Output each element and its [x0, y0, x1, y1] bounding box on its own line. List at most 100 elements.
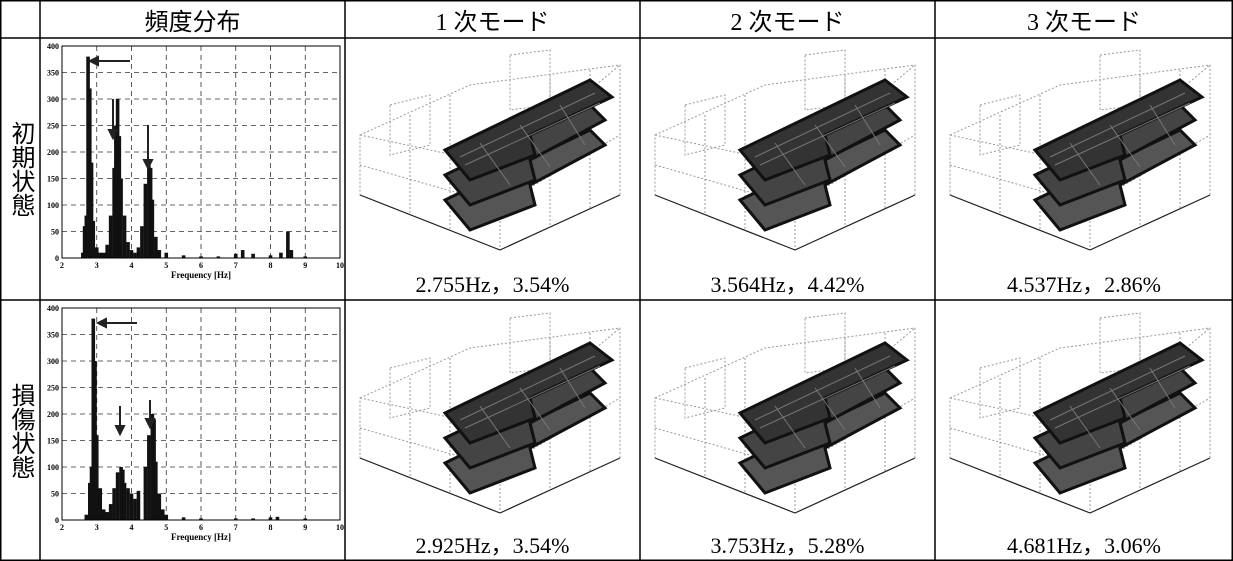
bar — [112, 488, 116, 520]
y-tick-label: 0 — [55, 254, 59, 263]
bar — [98, 253, 102, 258]
y-tick-label: 150 — [47, 437, 59, 446]
y-tick-label: 100 — [47, 463, 59, 472]
mode-caption: 4.537Hz，2.86% — [935, 268, 1233, 298]
bar — [119, 179, 123, 259]
mode-caption: 3.753Hz，5.28% — [640, 529, 935, 559]
y-tick-label: 100 — [47, 201, 59, 210]
bar — [109, 216, 113, 258]
y-tick-label: 400 — [47, 42, 59, 51]
y-tick-label: 200 — [47, 410, 59, 419]
x-tick-label: 7 — [234, 261, 238, 270]
header-cell: 3 次モード — [935, 0, 1233, 38]
y-tick-label: 50 — [51, 228, 59, 237]
bar — [133, 253, 137, 258]
y-tick-label: 150 — [47, 175, 59, 184]
x-tick-label: 8 — [269, 523, 273, 532]
x-tick-label: 2 — [60, 523, 64, 532]
bar — [98, 488, 102, 520]
bar — [105, 245, 109, 258]
x-tick-label: 4 — [130, 523, 134, 532]
mode-shape — [950, 313, 1210, 513]
mode-shape — [655, 313, 915, 513]
bar — [85, 515, 89, 520]
y-tick-label: 350 — [47, 69, 59, 78]
bar — [123, 483, 127, 520]
mode-caption: 3.564Hz，4.42% — [640, 268, 935, 298]
x-tick-label: 9 — [303, 261, 307, 270]
bar — [140, 226, 144, 258]
bar — [95, 247, 99, 258]
y-tick-label: 250 — [47, 122, 59, 131]
y-tick-label: 50 — [51, 490, 59, 499]
bar — [151, 200, 155, 258]
mode-caption: 2.925Hz，3.54% — [345, 529, 640, 559]
x-tick-label: 9 — [303, 523, 307, 532]
bar — [154, 462, 158, 520]
figure-table: 0501001502002503003504002345678910Freque… — [0, 0, 1233, 561]
mode-caption: 4.681Hz，3.06% — [935, 529, 1233, 559]
x-axis-label: Frequency [Hz] — [171, 532, 231, 542]
x-axis-label: Frequency [Hz] — [171, 270, 231, 280]
y-tick-label: 400 — [47, 304, 59, 313]
bar — [158, 250, 162, 258]
bar — [147, 435, 151, 520]
bar — [91, 221, 95, 258]
bar — [137, 491, 141, 520]
y-tick-label: 200 — [47, 148, 59, 157]
x-tick-label: 2 — [60, 261, 64, 270]
mode-shape — [360, 313, 620, 513]
bar — [123, 216, 127, 258]
x-tick-label: 3 — [95, 523, 99, 532]
bar — [290, 250, 294, 258]
mode-shape — [360, 50, 620, 250]
bar — [102, 509, 106, 520]
bar — [137, 247, 141, 258]
bar — [164, 515, 168, 520]
mode-caption: 2.755Hz，3.54% — [345, 268, 640, 298]
bar — [105, 512, 109, 520]
mode-shape — [950, 50, 1210, 250]
row-label: 初期状態 — [0, 38, 40, 300]
bar — [144, 184, 148, 258]
bar — [279, 253, 283, 258]
bar — [130, 250, 134, 258]
bar — [133, 499, 137, 520]
bar — [95, 435, 99, 520]
y-tick-label: 350 — [47, 331, 59, 340]
bar — [144, 467, 148, 520]
header-cell: 1 次モード — [345, 0, 640, 38]
bar — [161, 509, 165, 520]
x-tick-label: 10 — [336, 523, 344, 532]
bar — [286, 232, 290, 259]
bar — [130, 494, 134, 521]
header-cell: 2 次モード — [640, 0, 935, 38]
bar — [109, 504, 113, 520]
y-tick-label: 250 — [47, 384, 59, 393]
x-tick-label: 6 — [199, 523, 203, 532]
bar — [116, 472, 120, 520]
bar — [126, 488, 130, 520]
row-label: 損傷状態 — [0, 300, 40, 561]
bar — [154, 237, 158, 258]
bar — [241, 250, 245, 258]
bar — [251, 254, 255, 258]
x-tick-label: 7 — [234, 523, 238, 532]
x-tick-label: 6 — [199, 261, 203, 270]
bar — [234, 254, 238, 258]
mode-shape — [655, 50, 915, 250]
bar — [126, 242, 130, 258]
bar — [158, 494, 162, 521]
y-tick-label: 300 — [47, 95, 59, 104]
y-tick-label: 300 — [47, 357, 59, 366]
x-tick-label: 5 — [164, 261, 168, 270]
x-tick-label: 4 — [130, 261, 134, 270]
x-tick-label: 3 — [95, 261, 99, 270]
x-tick-label: 10 — [336, 261, 344, 270]
bar — [102, 253, 106, 258]
y-tick-label: 0 — [55, 516, 59, 525]
x-tick-label: 8 — [269, 261, 273, 270]
bar — [164, 253, 168, 258]
header-cell: 頻度分布 — [40, 0, 345, 38]
